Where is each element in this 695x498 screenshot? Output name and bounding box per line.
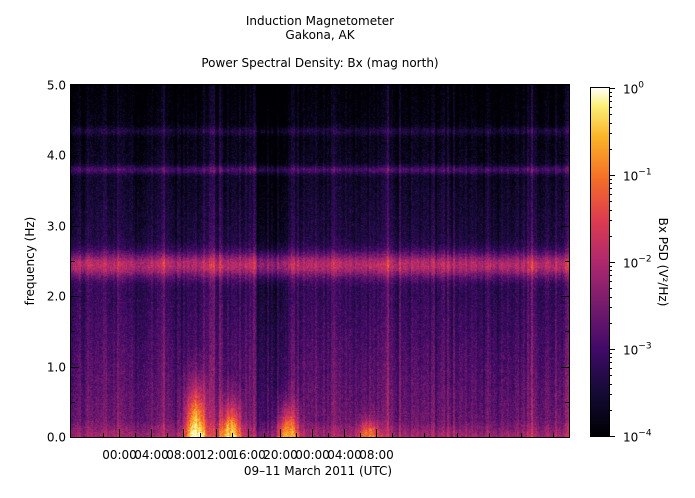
x-tick-label: 08:00 (359, 448, 394, 462)
x-tick-label: 16:00 (231, 448, 266, 462)
x-tick-label: 00:00 (295, 448, 330, 462)
colorbar-image (591, 88, 609, 436)
y-axis-label: frequency (Hz) (23, 217, 37, 306)
y-tick-label: 4.0 (47, 149, 66, 163)
chart-title-line-1: Induction Magnetometer (246, 14, 394, 28)
y-tick-label: 2.0 (47, 290, 66, 304)
y-tick-label: 3.0 (47, 220, 66, 234)
chart-subtitle: Power Spectral Density: Bx (mag north) (201, 56, 438, 70)
axis-ticks: 00:0004:0008:0012:0016:0020:0000:0004:00… (47, 79, 569, 462)
colorbar-tick-label: 10−3 (623, 342, 652, 358)
colorbar-ticks: 100 10−1 10−2 10−3 10−4 (609, 81, 652, 445)
x-tick-label: 00:00 (102, 448, 137, 462)
spectrogram-container (71, 85, 569, 437)
x-tick-label: 04:00 (327, 448, 362, 462)
x-tick-label: 04:00 (134, 448, 169, 462)
x-tick-label: 12:00 (199, 448, 234, 462)
plot-frame (70, 84, 570, 438)
y-tick-label: 5.0 (47, 79, 66, 93)
spectrogram-image (71, 85, 569, 437)
x-tick-label: 08:00 (166, 448, 201, 462)
colorbar-container (591, 88, 609, 436)
colorbar-tick-label: 10−2 (623, 255, 652, 271)
colorbar-tick-label: 10−1 (623, 168, 652, 184)
chart-title-line-2: Gakona, AK (285, 28, 355, 42)
y-tick-label: 0.0 (47, 431, 66, 445)
colorbar-tick-label: 10−4 (623, 429, 652, 445)
colorbar-tick-label: 100 (623, 81, 644, 97)
x-axis-label: 09–11 March 2011 (UTC) (244, 464, 392, 478)
colorbar-label: Bx PSD (V²/Hz) (656, 218, 670, 307)
x-tick-label: 20:00 (263, 448, 298, 462)
y-tick-label: 1.0 (47, 361, 66, 375)
